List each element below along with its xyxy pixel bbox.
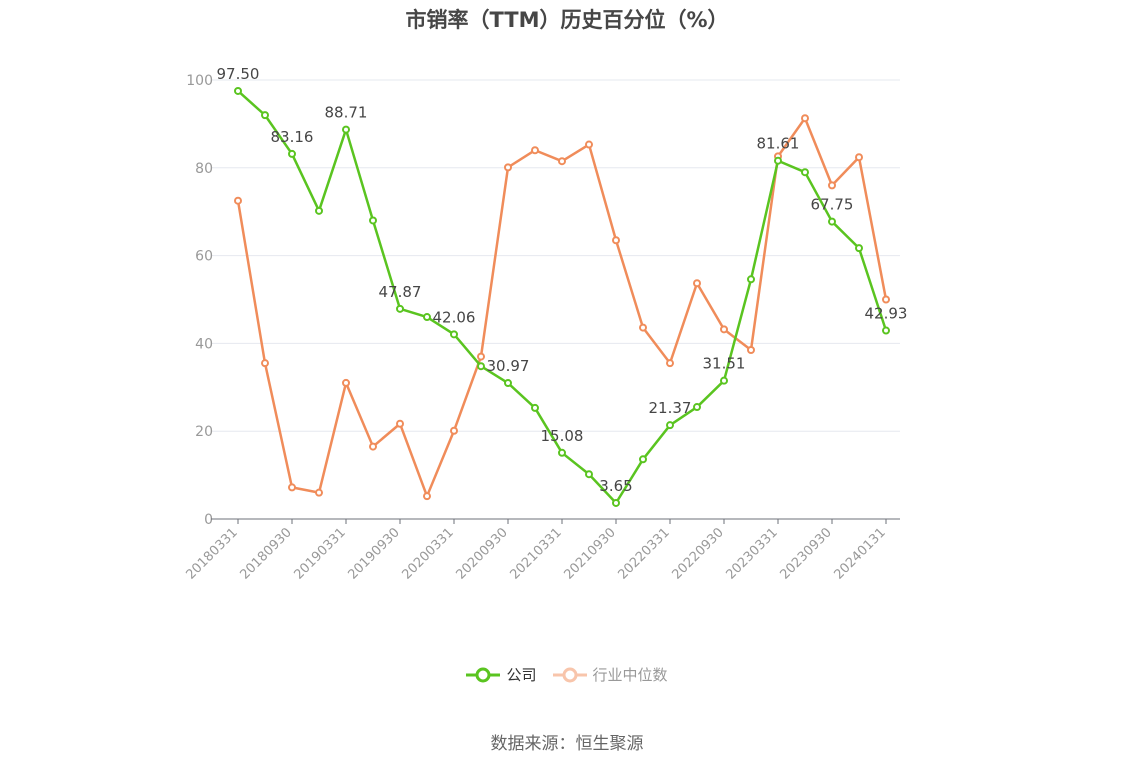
data-point-industry <box>504 163 512 172</box>
data-point-industry <box>369 442 377 451</box>
data-point-industry <box>720 325 728 334</box>
data-point-industry <box>612 236 620 245</box>
source-note: 数据来源：恒生聚源 <box>490 734 644 754</box>
data-point-company <box>693 403 701 412</box>
data-point-industry <box>693 279 701 288</box>
data-label: 67.75 <box>811 196 854 214</box>
data-point-industry <box>450 426 458 435</box>
data-label: 88.71 <box>325 104 368 122</box>
series-lines <box>234 86 890 507</box>
data-point-company <box>450 330 458 339</box>
data-point-company <box>558 448 566 457</box>
data-point-company <box>828 217 836 226</box>
data-point-company <box>612 498 620 507</box>
legend-company-label: 公司 <box>506 666 537 684</box>
data-point-industry <box>828 181 836 190</box>
x-tick-label: 20180930 <box>237 525 294 582</box>
data-point-company <box>342 125 350 134</box>
data-point-company <box>855 244 863 253</box>
data-point-company <box>531 403 539 412</box>
data-label: 31.51 <box>703 355 746 373</box>
data-labels: 97.50 83.16 88.71 47.87 42.06 30.97 15.08 3.65 2… <box>217 65 908 495</box>
data-point-company <box>315 206 323 215</box>
data-point-industry <box>315 488 323 497</box>
data-label: 42.93 <box>865 305 908 323</box>
legend-company-icon <box>466 667 501 682</box>
data-point-industry <box>396 419 404 428</box>
data-point-company <box>666 421 674 430</box>
x-tick-label: 20190930 <box>345 525 402 582</box>
data-point-company <box>720 376 728 385</box>
legend: 公司 行业中位数 <box>0 664 1134 685</box>
data-label: 47.87 <box>379 283 422 301</box>
data-point-company <box>504 379 512 388</box>
data-label: 3.65 <box>599 477 632 495</box>
data-point-company <box>234 86 242 95</box>
data-label: 42.06 <box>433 308 476 326</box>
data-label: 81.61 <box>757 135 800 153</box>
grid-lines <box>211 79 900 432</box>
x-tick-label: 20210331 <box>507 525 564 582</box>
data-point-company <box>774 156 782 165</box>
data-point-company <box>369 216 377 225</box>
y-tick-label: 20 <box>195 424 213 440</box>
y-tick-label: 40 <box>195 336 213 352</box>
x-tick-label: 20240131 <box>831 525 888 582</box>
data-point-industry <box>423 492 431 501</box>
data-point-industry <box>639 323 647 332</box>
chart-title: 市销率（TTM）历史百分位（%） <box>405 8 729 32</box>
legend-industry-icon <box>552 667 587 682</box>
data-point-company <box>261 111 269 120</box>
y-tick-label: 100 <box>186 73 213 89</box>
y-tick-label: 60 <box>195 249 213 265</box>
x-tick-label: 20200930 <box>453 525 510 582</box>
legend-item-industry[interactable]: 行业中位数 <box>552 664 668 685</box>
data-point-industry <box>585 140 593 149</box>
data-point-industry <box>234 196 242 205</box>
data-point-company <box>747 275 755 284</box>
data-point-company <box>477 362 485 371</box>
data-point-company <box>423 313 431 322</box>
legend-item-company[interactable]: 公司 <box>466 664 537 685</box>
data-point-industry <box>342 378 350 387</box>
data-label: 97.50 <box>217 65 260 83</box>
x-tick-label: 20230331 <box>723 525 780 582</box>
data-label: 83.16 <box>271 128 314 146</box>
data-point-industry <box>801 114 809 123</box>
legend-industry-label: 行业中位数 <box>592 666 668 684</box>
data-label: 21.37 <box>649 399 692 417</box>
data-point-industry <box>288 483 296 492</box>
y-tick-label: 0 <box>204 512 213 528</box>
data-point-industry <box>747 345 755 354</box>
data-point-company <box>882 326 890 335</box>
data-point-company <box>585 470 593 479</box>
data-point-company <box>639 455 647 464</box>
data-point-industry <box>855 153 863 162</box>
data-point-industry <box>477 352 485 361</box>
data-point-company <box>396 304 404 313</box>
y-tick-label: 80 <box>195 161 213 177</box>
x-tick-label: 20220930 <box>669 525 726 582</box>
data-point-industry <box>261 359 269 368</box>
data-point-company <box>288 149 296 158</box>
x-tick-label: 20200331 <box>399 525 456 582</box>
data-point-industry <box>882 295 890 304</box>
x-tick-label: 20190331 <box>291 525 348 582</box>
data-point-company <box>801 168 809 177</box>
data-label: 30.97 <box>487 357 530 375</box>
x-tick-label: 20230930 <box>777 525 834 582</box>
x-tick-label: 20210930 <box>561 525 618 582</box>
data-point-industry <box>531 146 539 155</box>
x-tick-label: 20180331 <box>183 525 240 582</box>
data-point-industry <box>558 157 566 166</box>
x-tick-label: 20220331 <box>615 525 672 582</box>
data-label: 15.08 <box>541 427 584 445</box>
data-point-industry <box>666 359 674 368</box>
